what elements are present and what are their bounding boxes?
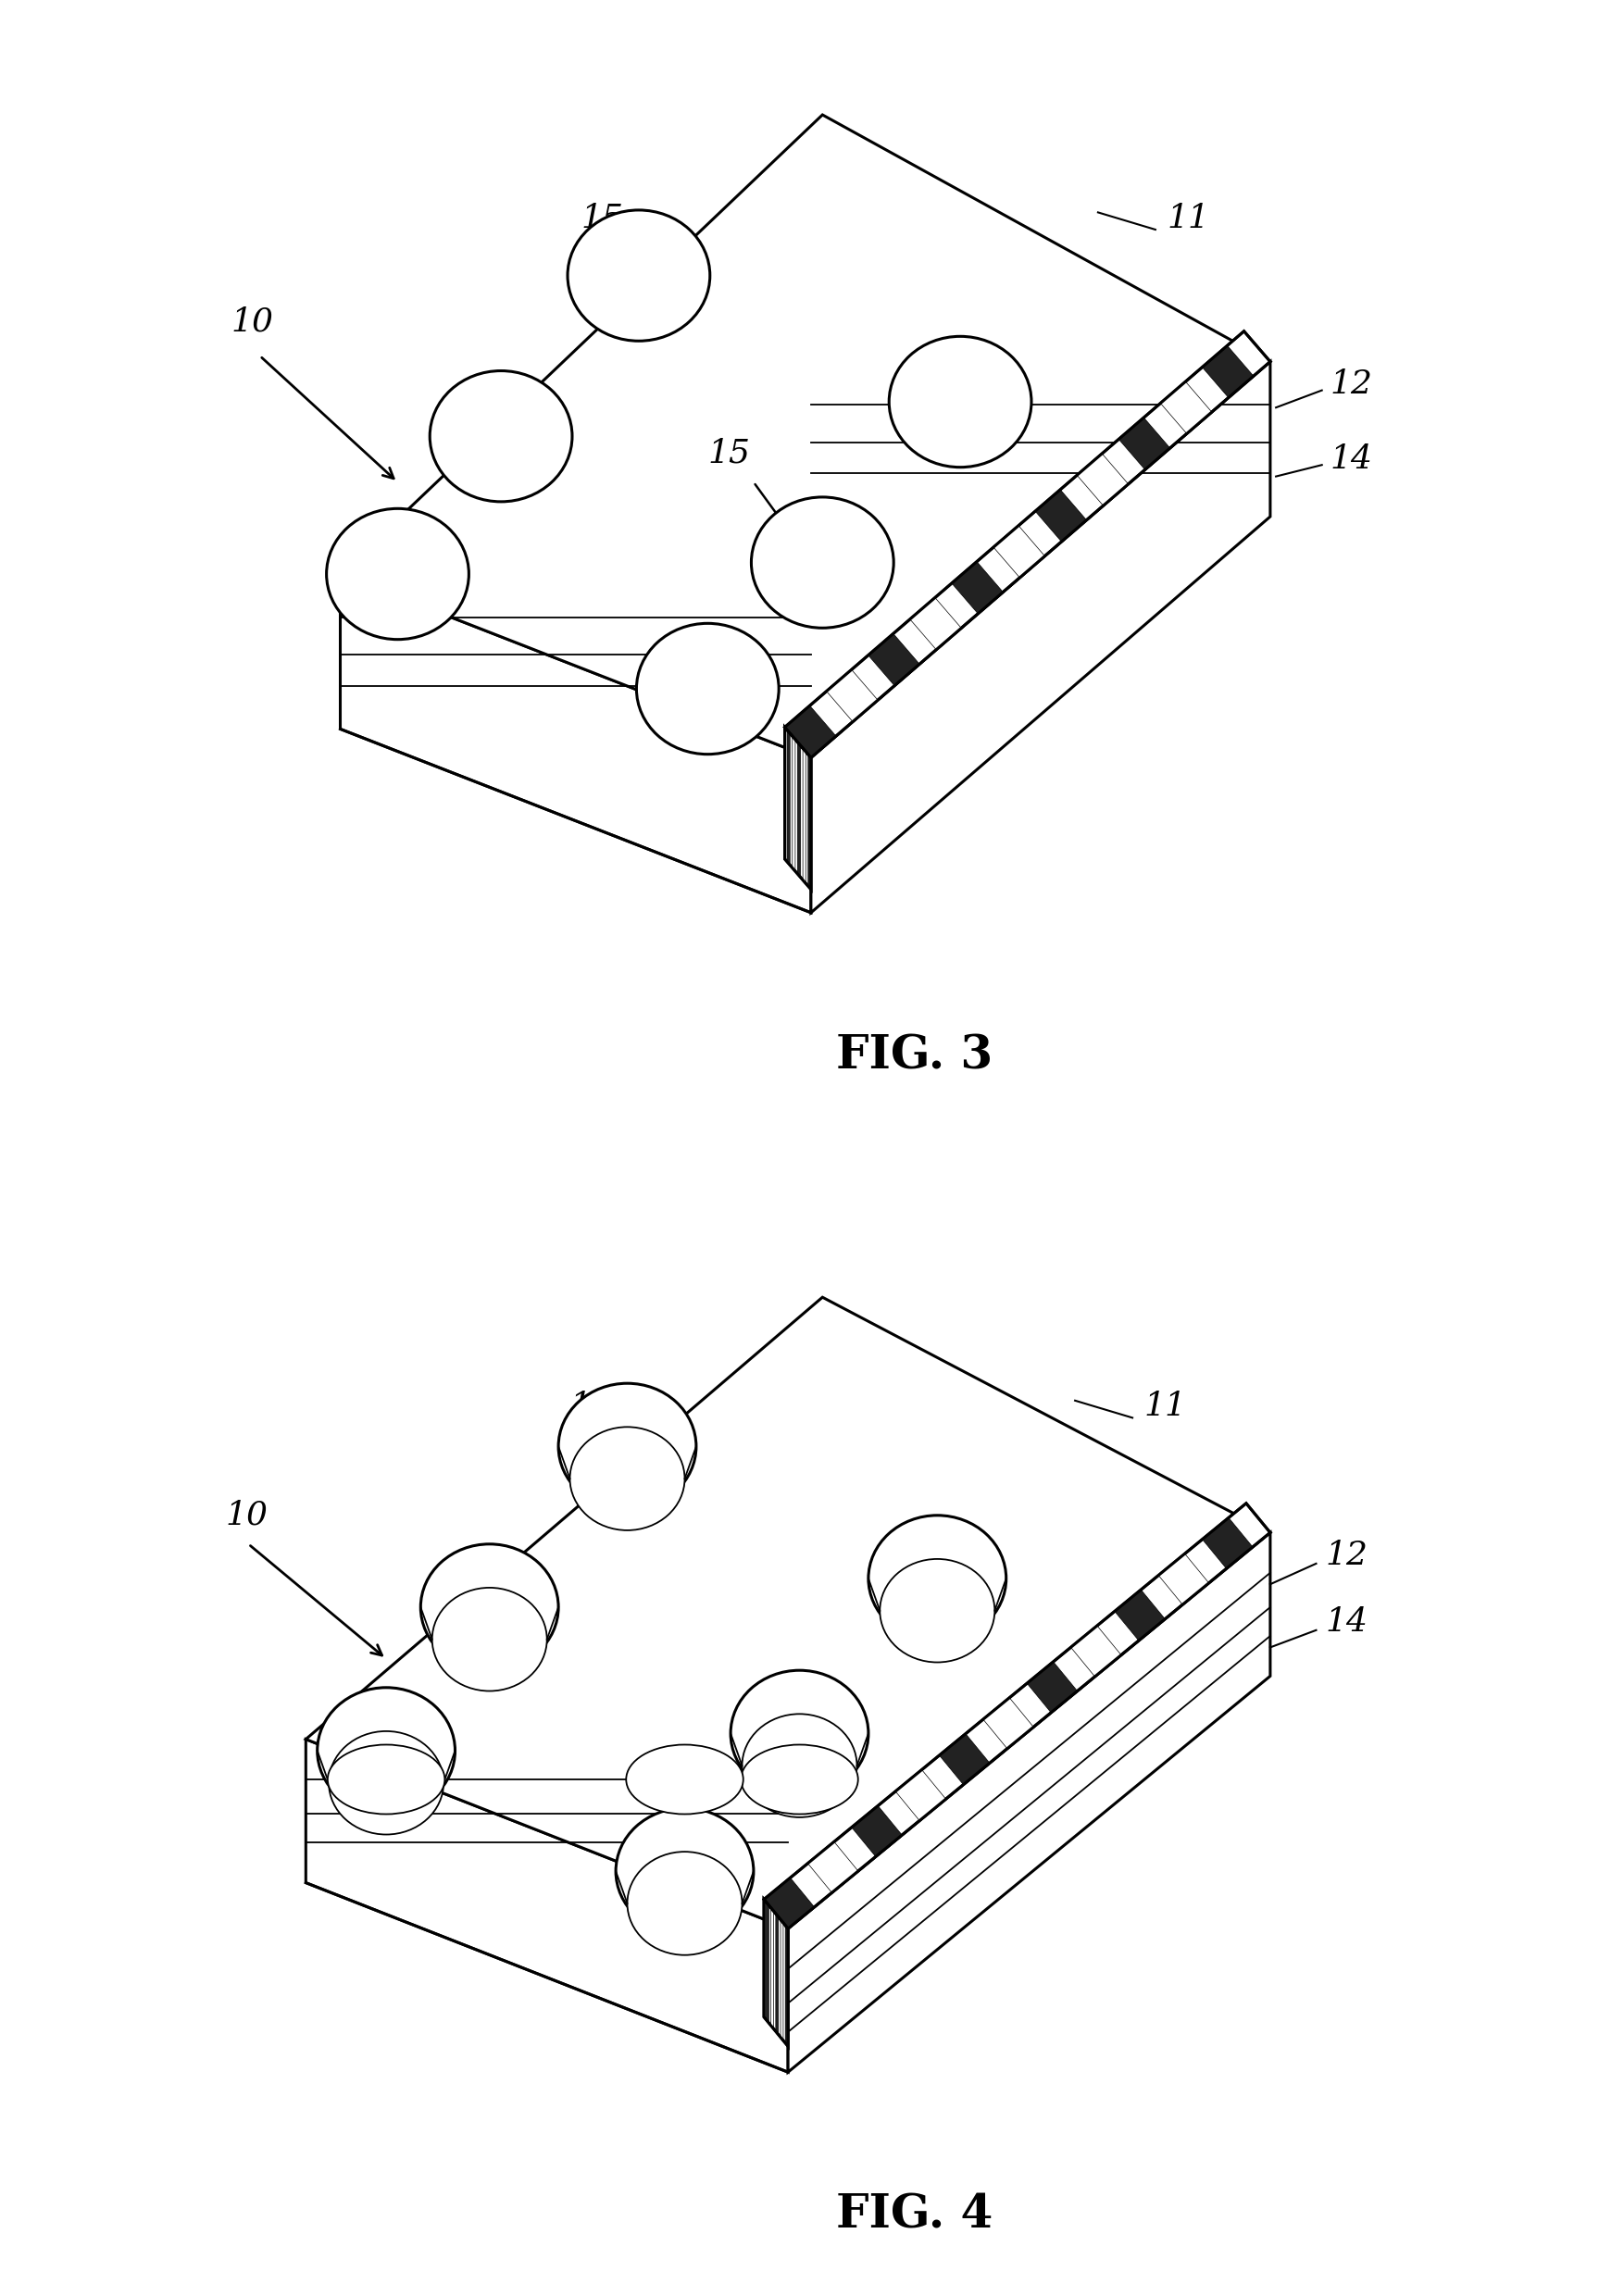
Polygon shape [780,1919,784,2041]
Polygon shape [1071,1626,1121,1676]
Polygon shape [776,1913,779,2034]
Polygon shape [1202,347,1254,397]
Text: 14: 14 [1326,1607,1367,1637]
Text: 12: 12 [569,1391,612,1421]
Text: 10: 10 [232,305,273,338]
Polygon shape [305,1297,1270,1929]
Polygon shape [1078,455,1129,505]
Polygon shape [939,1733,990,1784]
Text: FIG. 4: FIG. 4 [836,2193,993,2239]
Ellipse shape [421,1543,558,1671]
Polygon shape [910,597,961,650]
Ellipse shape [329,1731,443,1835]
Polygon shape [993,526,1044,579]
Polygon shape [766,1901,769,2023]
Polygon shape [803,748,806,884]
Ellipse shape [616,1809,753,1933]
Ellipse shape [740,1745,859,1814]
Polygon shape [1035,489,1087,542]
Polygon shape [1119,418,1170,471]
Polygon shape [764,1899,788,2046]
Ellipse shape [879,1559,995,1662]
Polygon shape [341,574,811,912]
Ellipse shape [889,338,1031,468]
Polygon shape [793,737,795,870]
Ellipse shape [636,622,779,753]
Polygon shape [788,1534,1270,2071]
Polygon shape [305,1740,788,2071]
Polygon shape [807,755,811,889]
Polygon shape [787,730,790,866]
Ellipse shape [627,1745,744,1814]
Ellipse shape [430,370,572,503]
Polygon shape [1115,1589,1166,1642]
Polygon shape [785,331,1270,758]
Ellipse shape [569,1426,684,1529]
Polygon shape [852,1805,902,1857]
Ellipse shape [868,1515,1006,1642]
Polygon shape [771,1908,774,2030]
Polygon shape [1159,1554,1209,1605]
Ellipse shape [568,211,710,340]
Polygon shape [785,1926,788,2046]
Polygon shape [785,728,811,889]
Polygon shape [785,705,836,758]
Ellipse shape [326,510,469,641]
Text: 15: 15 [582,202,624,234]
Text: 11: 11 [1143,1391,1186,1421]
Polygon shape [827,670,878,721]
Polygon shape [1202,1518,1252,1568]
Ellipse shape [328,1745,445,1814]
Polygon shape [951,563,1003,613]
Ellipse shape [731,1671,868,1795]
Ellipse shape [742,1713,857,1818]
Text: 12: 12 [1326,1541,1367,1570]
Polygon shape [341,115,1270,758]
Ellipse shape [432,1589,547,1690]
Text: 10: 10 [225,1499,269,1531]
Polygon shape [1027,1662,1078,1713]
Polygon shape [798,742,801,877]
Ellipse shape [627,1851,742,1956]
Polygon shape [868,634,919,687]
Ellipse shape [752,496,894,627]
Polygon shape [807,1841,859,1892]
Text: 12: 12 [1330,370,1372,400]
Polygon shape [764,1878,814,1929]
Ellipse shape [317,1688,456,1814]
Text: 14: 14 [1330,443,1372,475]
Ellipse shape [558,1382,696,1511]
Polygon shape [983,1697,1033,1750]
Polygon shape [1161,381,1212,434]
Text: FIG. 3: FIG. 3 [836,1033,993,1079]
Text: 15: 15 [708,439,750,468]
Polygon shape [811,360,1270,912]
Text: 11: 11 [1167,202,1209,234]
Polygon shape [764,1504,1270,1929]
Polygon shape [895,1770,947,1821]
